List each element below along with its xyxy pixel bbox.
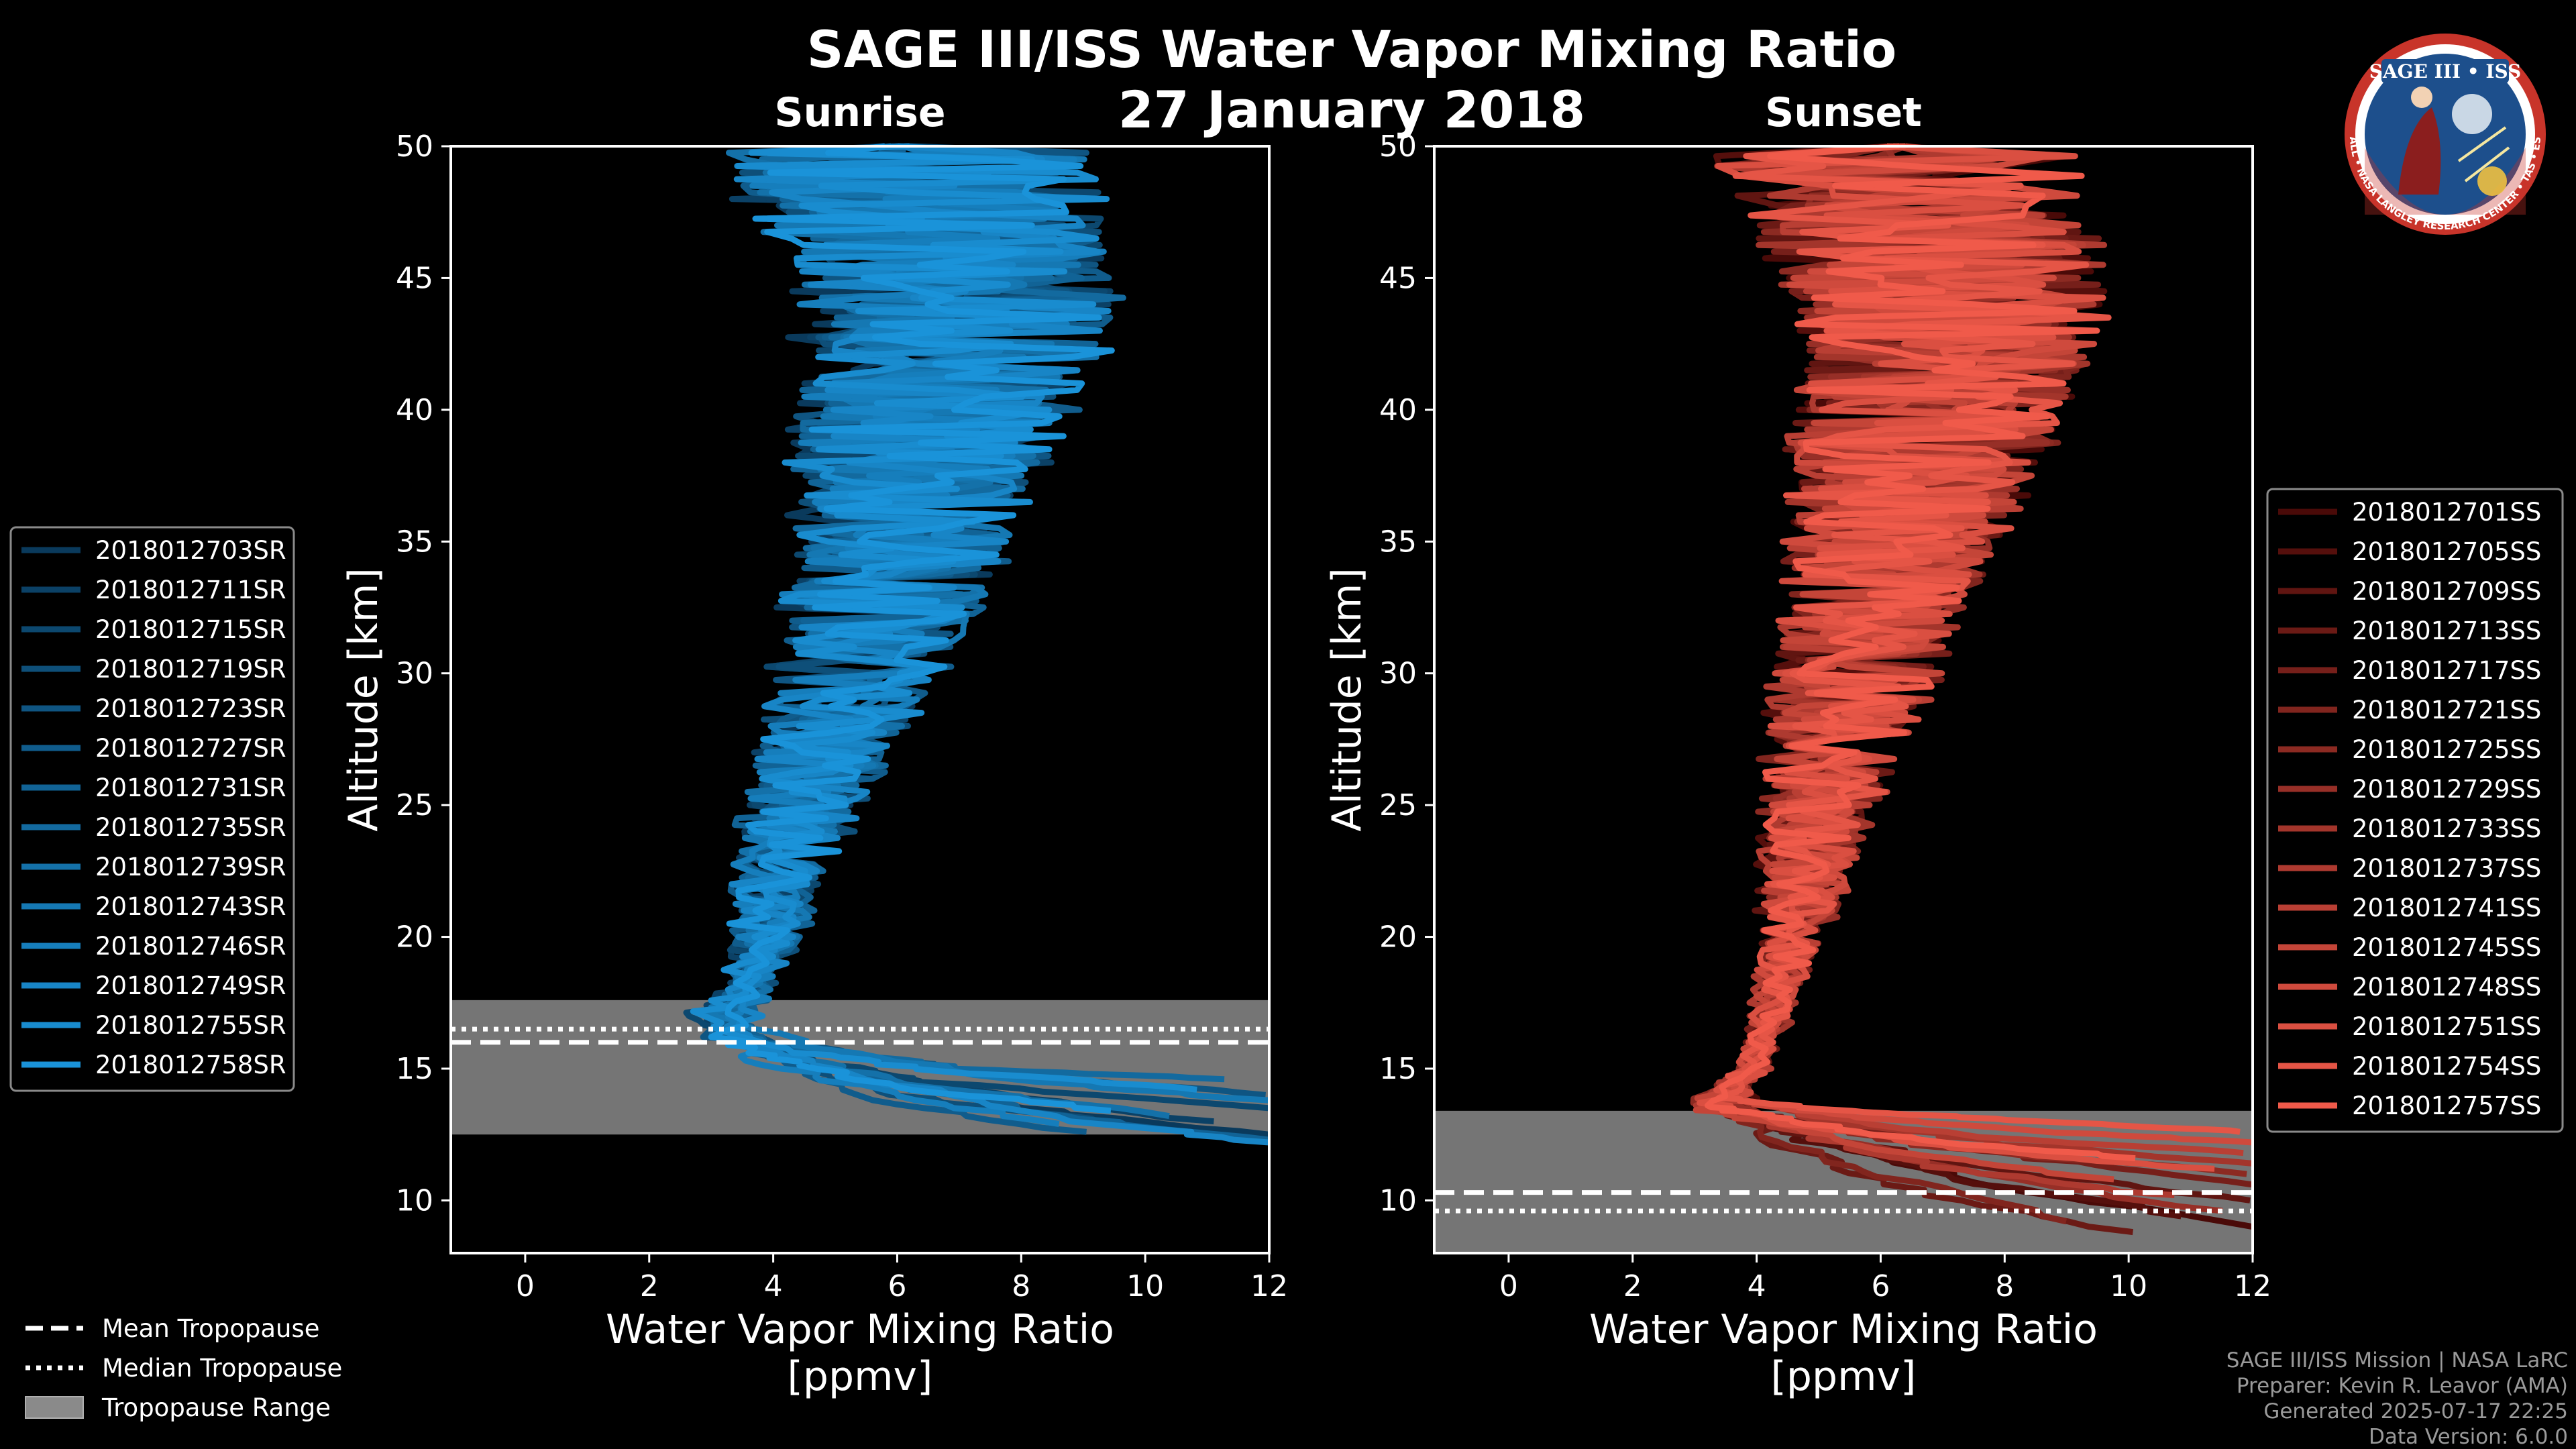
- sr-ytick-label: 30: [396, 657, 433, 691]
- logo-top-text: SAGE III • ISS: [2369, 60, 2522, 83]
- ss-ytick-label: 40: [1379, 393, 1417, 427]
- sr-legend-entry: 2018012727SR: [95, 734, 286, 763]
- footer-mission: SAGE III/ISS Mission | NASA LaRC: [2226, 1348, 2568, 1373]
- ss-legend-entry: 2018012721SS: [2352, 696, 2541, 724]
- ss-ytick-label: 15: [1379, 1052, 1417, 1086]
- sr-legend-entry: 2018012746SR: [95, 932, 286, 961]
- sunset-legend: 2018012701SS 2018012705SS 2018012709SS 2018…: [2266, 488, 2564, 1133]
- sr-ytick-label: 10: [396, 1183, 433, 1218]
- tropopause-legend-label: Tropopause Range: [101, 1393, 331, 1422]
- ss-legend-entry: 2018012748SS: [2352, 973, 2541, 1002]
- sr-legend-entry: 2018012735SR: [95, 813, 286, 842]
- footer-version: Data Version: 6.0.0: [2369, 1425, 2568, 1449]
- sage-iii-iss-mission-logo: SAGE III • ISS BALL • NASA LANGLEY RESEA…: [2345, 34, 2546, 235]
- ss-legend-entry: 2018012717SS: [2352, 656, 2541, 685]
- sr-ytick-label: 40: [396, 393, 433, 427]
- sunrise-plot-frame: [449, 145, 1271, 1254]
- sunrise-chart: 0 2 4 6 8 10 12 10 15 20 25 30 35 40 45 50 Altitude [km…: [340, 129, 1288, 1400]
- sr-legend-entry: 2018012715SR: [95, 615, 286, 644]
- sr-legend-entry: 2018012743SR: [95, 892, 286, 921]
- ss-legend-entry: 2018012729SS: [2352, 775, 2541, 804]
- sr-legend-entry: 2018012758SR: [95, 1051, 286, 1079]
- ss-xtick-label: 12: [2234, 1269, 2271, 1303]
- sr-ytick-label: 20: [396, 920, 433, 955]
- ss-legend-entry: 2018012709SS: [2352, 577, 2541, 606]
- figure-title: SAGE III/ISS Water Vapor Mixing Ratio: [807, 19, 1897, 79]
- ss-xtick-label: 6: [1871, 1269, 1890, 1303]
- sr-xtick-label: 8: [1012, 1269, 1030, 1303]
- sr-ytick-label: 45: [396, 261, 433, 295]
- ss-xtick-label: 2: [1623, 1269, 1642, 1303]
- sunrise-panel-title: Sunrise: [774, 89, 945, 136]
- sunset-y-axis-label: Altitude [km]: [1324, 568, 1371, 832]
- sr-ytick-label: 15: [396, 1052, 433, 1086]
- sr-legend-entry: 2018012719SR: [95, 655, 286, 684]
- sunrise-y-axis-label: Altitude [km]: [340, 568, 387, 832]
- ss-legend-entry: 2018012701SS: [2352, 498, 2541, 527]
- sunset-x-axis-label: Water Vapor Mixing Ratio [ppmv]: [1589, 1306, 2098, 1400]
- sr-profile-2018012758SR: [708, 143, 1115, 1114]
- sunrise-x-axis-label: Water Vapor Mixing Ratio [ppmv]: [606, 1306, 1114, 1400]
- ss-ytick-label: 20: [1379, 920, 1417, 955]
- ss-ytick-label: 25: [1379, 788, 1417, 822]
- sr-xtick-label: 12: [1250, 1269, 1288, 1303]
- ss-legend-entry: 2018012733SS: [2352, 814, 2541, 843]
- ss-legend-entry: 2018012705SS: [2352, 537, 2541, 566]
- sr-legend-entry: 2018012749SR: [95, 971, 286, 1000]
- sr-xtick-label: 10: [1126, 1269, 1164, 1303]
- tropopause-legend-label: Median Tropopause: [102, 1354, 342, 1383]
- ss-legend-entry: 2018012745SS: [2352, 933, 2541, 962]
- sr-ytick-label: 25: [396, 788, 433, 822]
- ss-profile-2018012757SS: [1705, 143, 2136, 1162]
- sr-legend-entry: 2018012723SR: [95, 694, 286, 723]
- sunset-chart: 0 2 4 6 8 10 12 10 15 20 25 30 35 40 45 50 Altitude [km…: [1324, 129, 2271, 1400]
- sunset-panel-title: Sunset: [1765, 89, 1922, 136]
- sr-xtick-label: 4: [764, 1269, 783, 1303]
- footer-generated: Generated 2025-07-17 22:25: [2263, 1399, 2568, 1424]
- ss-xtick-label: 10: [2110, 1269, 2147, 1303]
- tropopause-legend-label: Mean Tropopause: [102, 1314, 320, 1343]
- sr-xtick-label: 0: [516, 1269, 535, 1303]
- ss-xtick-label: 0: [1499, 1269, 1518, 1303]
- footer-preparer: Preparer: Kevin R. Leavor (AMA): [2237, 1374, 2568, 1398]
- ss-profile-2018012754SS: [1716, 143, 2241, 1135]
- sr-ytick-label: 35: [396, 525, 433, 559]
- tropopause-range-swatch: [25, 1396, 84, 1419]
- ss-ytick-label: 35: [1379, 525, 1417, 559]
- sunset-plot-frame: [1433, 145, 2254, 1254]
- sr-xtick-label: 2: [640, 1269, 659, 1303]
- ss-legend-entry: 2018012754SS: [2352, 1052, 2541, 1081]
- ss-ytick-label: 10: [1379, 1183, 1417, 1218]
- ss-ytick-label: 50: [1379, 129, 1417, 164]
- figure-date: 27 January 2018: [1118, 80, 1585, 140]
- sr-xtick-label: 6: [888, 1269, 906, 1303]
- ss-ytick-label: 45: [1379, 261, 1417, 295]
- ss-xtick-label: 8: [1995, 1269, 2014, 1303]
- sr-legend-entry: 2018012703SR: [95, 536, 286, 565]
- ss-legend-entry: 2018012757SS: [2352, 1091, 2541, 1120]
- sr-legend-entry: 2018012711SR: [95, 576, 286, 604]
- tropopause-legend: Mean Tropopause Median Tropopause Tropopau…: [25, 1314, 342, 1422]
- sr-legend-entry: 2018012755SR: [95, 1011, 286, 1040]
- ss-legend-entry: 2018012725SS: [2352, 735, 2541, 764]
- ss-legend-entry: 2018012751SS: [2352, 1012, 2541, 1041]
- ss-legend-entry: 2018012741SS: [2352, 894, 2541, 922]
- ss-legend-entry: 2018012713SS: [2352, 616, 2541, 645]
- sr-legend-entry: 2018012739SR: [95, 853, 286, 881]
- sr-legend-entry: 2018012731SR: [95, 773, 286, 802]
- ss-ytick-label: 30: [1379, 657, 1417, 691]
- sunrise-legend: 2018012703SR 2018012711SR 2018012715SR 2018…: [9, 526, 295, 1092]
- ss-xtick-label: 4: [1748, 1269, 1766, 1303]
- sr-ytick-label: 50: [396, 129, 433, 164]
- ss-legend-entry: 2018012737SS: [2352, 854, 2541, 883]
